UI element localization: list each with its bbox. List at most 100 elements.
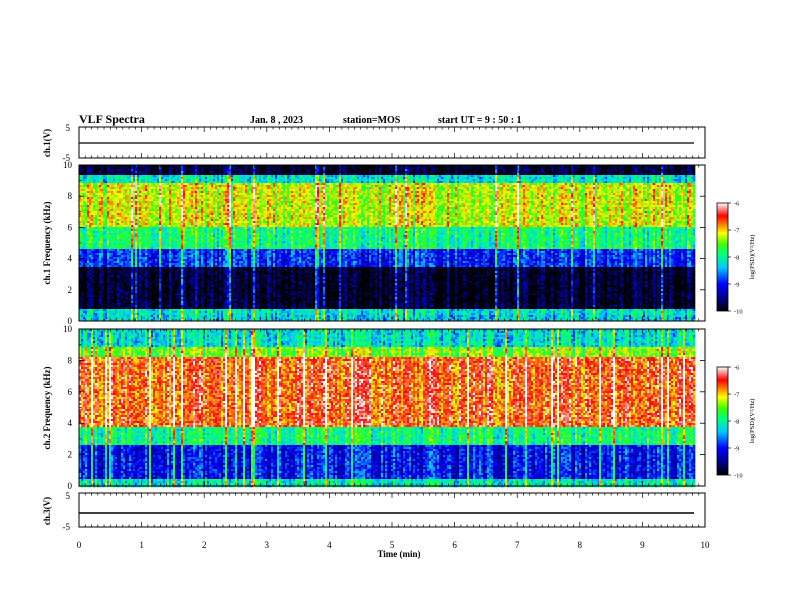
ch1-spec-cell (89, 235, 91, 237)
ch1-spec-cell (85, 249, 87, 251)
ch1-spec-cell (85, 229, 87, 231)
ch1-spec-cell (103, 243, 105, 245)
ch1-spec-cell (91, 243, 93, 245)
ch1-spec-cell (99, 201, 101, 203)
ch1-spec-cell (103, 239, 105, 241)
ch1-spec-cell (91, 265, 93, 267)
ch1-spec-cell (105, 213, 107, 215)
ch1-spec-cell (103, 257, 105, 259)
ch1-spec-cell (81, 175, 83, 177)
ch1-spec-cell (87, 247, 89, 249)
ch1-spec-cell (105, 241, 107, 243)
ch1-spec-cell (89, 311, 91, 313)
ch1-spec-cell (99, 177, 101, 179)
ch1-spec-cell (99, 175, 101, 177)
ch1-spec-cell (83, 173, 85, 175)
ch1-spec-cell (91, 247, 93, 249)
ch1-spec-cell (89, 187, 91, 189)
ch1-spec-cell (97, 261, 99, 263)
ch1-spec-cell (101, 307, 103, 309)
ch1-spec-cell (103, 315, 105, 317)
ch1-spec-cell (97, 287, 99, 289)
ch1-spec-cell (105, 259, 107, 261)
ch1-spec-cell (85, 273, 87, 275)
ch1-spec-cell (93, 227, 95, 229)
ch1-spec-cell (91, 239, 93, 241)
ch1-spec-cell (87, 177, 89, 179)
ch1-spec-cell (97, 189, 99, 191)
ch1-spec-cell (105, 179, 107, 181)
ch1-spec-cell (99, 273, 101, 275)
ch1-spec-cell (85, 313, 87, 315)
ch1-spec-cell (99, 225, 101, 227)
ch1-spec-cell (97, 259, 99, 261)
ch1-spec-cell (97, 231, 99, 233)
ch1-spec-cell (83, 177, 85, 179)
ch1-spec-cell (89, 315, 91, 317)
ch1-spec-cell (95, 235, 97, 237)
ch1-spec-cell (83, 267, 85, 269)
ch1-spec-cell (87, 173, 89, 175)
ch1-spec-cell (97, 207, 99, 209)
ch1-spec-cell (85, 203, 87, 205)
ch1-spec-cell (101, 273, 103, 275)
ch1-spec-cell (89, 167, 91, 169)
ch1-spec-cell (103, 249, 105, 251)
ch1-spec-cell (81, 179, 83, 181)
ch1-spec-cell (93, 203, 95, 205)
ch1-spec-cell (87, 229, 89, 231)
ch1-spec-cell (89, 229, 91, 231)
ch1-spec-cell (81, 249, 83, 251)
ch1-spec-cell (85, 261, 87, 263)
ch1-spec-cell (93, 243, 95, 245)
ch1-spec-cell (101, 265, 103, 267)
ch1-spec-cell (89, 267, 91, 269)
ch1-spec-cell (99, 243, 101, 245)
ch1-spec-cell (87, 309, 89, 311)
ch1-spec-cell (101, 167, 103, 169)
ch1-spec-cell (97, 239, 99, 241)
ch1-spec-cell (95, 311, 97, 313)
ch1-spec-cell (105, 217, 107, 219)
ch1-spectrogram-image (79, 165, 695, 321)
ch1-spec-cell (101, 261, 103, 263)
ch1-spec-cell (83, 303, 85, 305)
ch1-spec-cell (91, 255, 93, 257)
ch1-spec-cell (83, 235, 85, 237)
ch1-spec-cell (83, 269, 85, 271)
ch1-spec-cell (97, 209, 99, 211)
ch1-spec-cell (87, 299, 89, 301)
ch1-spec-cell (105, 239, 107, 241)
ch1-spec-cell (81, 271, 83, 273)
ch1-spec-cell (81, 261, 83, 263)
ch1-spec-cell (101, 169, 103, 171)
ch1-spec-cell (87, 287, 89, 289)
ch1-spec-cell (91, 175, 93, 177)
ch1-spec-cell (97, 185, 99, 187)
ch1-spec-cell (89, 231, 91, 233)
ch1-spec-cell (93, 277, 95, 279)
ch1-spec-cell (91, 229, 93, 231)
ch1-spec-cell (91, 215, 93, 217)
ch1-spec-cell (85, 257, 87, 259)
ch1-spec-cell (95, 193, 97, 195)
ch1-spec-cell (81, 309, 83, 311)
ch1-spec-cell (89, 281, 91, 283)
ch1-spec-cell (95, 269, 97, 271)
ch1-spec-cell (81, 311, 83, 313)
ch1-spec-cell (89, 317, 91, 319)
ch1-spec-cell (91, 297, 93, 299)
ch1-spec-cell (91, 289, 93, 291)
ch1-spec-cell (95, 187, 97, 189)
ch1-spec-cell (83, 183, 85, 185)
ch1-spec-cell (89, 237, 91, 239)
ch1-spec-cell (93, 215, 95, 217)
ch1-spec-cell (95, 305, 97, 307)
ch1-spec-cell (87, 311, 89, 313)
ch1-spec-cell (99, 185, 101, 187)
ch1-spec-cell (103, 219, 105, 221)
ch1-spec-cell (85, 237, 87, 239)
figure-title: VLF Spectra (79, 112, 145, 126)
ch1-spec-cell (83, 229, 85, 231)
ch1-spec-cell (95, 197, 97, 199)
